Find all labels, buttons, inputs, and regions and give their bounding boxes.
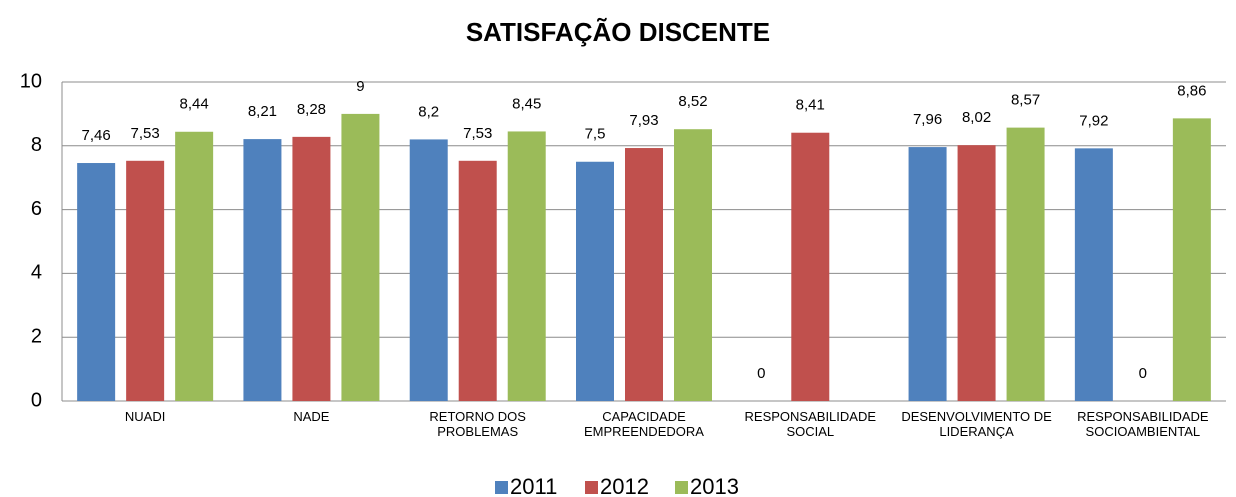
data-label: 7,93 bbox=[629, 112, 658, 129]
bar bbox=[243, 139, 282, 401]
data-label: 8,45 bbox=[512, 95, 541, 112]
bar bbox=[625, 148, 663, 401]
bar bbox=[175, 131, 214, 401]
data-label: 8,28 bbox=[297, 101, 326, 118]
y-tick-label: 0 bbox=[31, 389, 42, 411]
bar bbox=[458, 160, 497, 401]
bar bbox=[1074, 148, 1113, 401]
data-label: 8,44 bbox=[180, 96, 209, 113]
data-label: 8,41 bbox=[796, 97, 825, 114]
x-tick-label: DESENVOLVIMENTO DE LIDERANÇA bbox=[901, 409, 1052, 439]
bar bbox=[409, 139, 448, 402]
bar bbox=[341, 113, 380, 402]
legend-label: 2011 bbox=[510, 474, 557, 497]
x-tick-label: RETORNO DOS PROBLEMAS bbox=[429, 409, 526, 439]
x-tick-label: CAPACIDADE EMPREENDEDORA bbox=[584, 409, 704, 439]
bar bbox=[507, 131, 546, 401]
bar bbox=[908, 147, 947, 401]
y-tick-label: 6 bbox=[31, 198, 42, 220]
data-label: 7,53 bbox=[131, 125, 160, 142]
legend-label: 2013 bbox=[690, 474, 739, 497]
bar bbox=[576, 161, 614, 401]
data-label: 0 bbox=[1139, 365, 1147, 382]
bar bbox=[1172, 118, 1211, 401]
x-tick-label: RESPONSABILIDADE SOCIAL bbox=[744, 409, 877, 439]
data-label: 7,5 bbox=[585, 126, 606, 143]
bar bbox=[1006, 127, 1045, 401]
bar bbox=[957, 145, 996, 401]
bar bbox=[292, 136, 331, 402]
data-label: 9 bbox=[356, 78, 364, 95]
y-tick-label: 8 bbox=[31, 134, 42, 156]
data-label: 7,92 bbox=[1079, 112, 1108, 129]
bar bbox=[126, 160, 165, 401]
x-tick-label: RESPONSABILIDADE SOCIOAMBIENTAL bbox=[1077, 409, 1209, 439]
bar bbox=[791, 132, 830, 401]
data-label: 8,57 bbox=[1011, 92, 1040, 109]
x-tick-label: NUADI bbox=[124, 409, 166, 424]
chart-title: SATISFAÇÃO DISCENTE bbox=[466, 17, 770, 47]
legend-swatch bbox=[675, 481, 688, 494]
data-label: 8,52 bbox=[678, 93, 707, 110]
data-label: 7,53 bbox=[463, 125, 492, 142]
data-label: 0 bbox=[757, 365, 765, 382]
data-label: 8,86 bbox=[1177, 82, 1206, 99]
legend-label: 2012 bbox=[600, 474, 649, 497]
x-tick-label: NADE bbox=[293, 409, 330, 424]
y-tick-label: 10 bbox=[20, 70, 42, 92]
y-tick-label: 2 bbox=[31, 325, 42, 347]
legend-swatch bbox=[585, 481, 598, 494]
data-label: 8,21 bbox=[248, 103, 277, 120]
data-label: 8,02 bbox=[962, 109, 991, 126]
legend-swatch bbox=[495, 481, 508, 494]
data-label: 7,46 bbox=[82, 127, 111, 144]
data-label: 8,2 bbox=[418, 103, 439, 120]
bar bbox=[77, 163, 116, 401]
data-label: 7,96 bbox=[913, 111, 942, 128]
bar bbox=[674, 129, 712, 401]
y-tick-label: 4 bbox=[31, 262, 42, 284]
